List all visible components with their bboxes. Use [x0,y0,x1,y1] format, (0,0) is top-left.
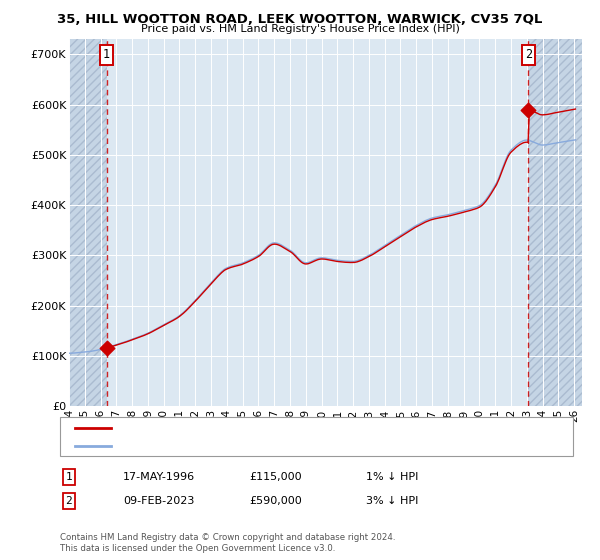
Text: 09-FEB-2023: 09-FEB-2023 [123,496,194,506]
Text: £115,000: £115,000 [249,472,302,482]
Point [524,105,533,114]
Text: 1: 1 [103,48,110,62]
Bar [529,39,582,406]
Text: 35, HILL WOOTTON ROAD, LEEK WOOTTON, WARWICK, CV35 7QL (detached house): 35, HILL WOOTTON ROAD, LEEK WOOTTON, WAR… [117,423,526,433]
Text: HPI: Average price, detached house, Warwick: HPI: Average price, detached house, Warw… [117,441,338,451]
Text: 1: 1 [65,472,73,482]
Text: 1% ↓ HPI: 1% ↓ HPI [366,472,418,482]
Text: Price paid vs. HM Land Registry's House Price Index (HPI): Price paid vs. HM Land Registry's House … [140,24,460,34]
Text: 2: 2 [65,496,73,506]
Point [102,344,112,353]
Bar [69,39,107,406]
Text: 2: 2 [525,48,532,62]
Text: 3% ↓ HPI: 3% ↓ HPI [366,496,418,506]
Text: £590,000: £590,000 [249,496,302,506]
Text: Contains HM Land Registry data © Crown copyright and database right 2024.
This d: Contains HM Land Registry data © Crown c… [60,533,395,553]
Text: 17-MAY-1996: 17-MAY-1996 [123,472,195,482]
Text: 35, HILL WOOTTON ROAD, LEEK WOOTTON, WARWICK, CV35 7QL: 35, HILL WOOTTON ROAD, LEEK WOOTTON, WAR… [58,13,542,26]
